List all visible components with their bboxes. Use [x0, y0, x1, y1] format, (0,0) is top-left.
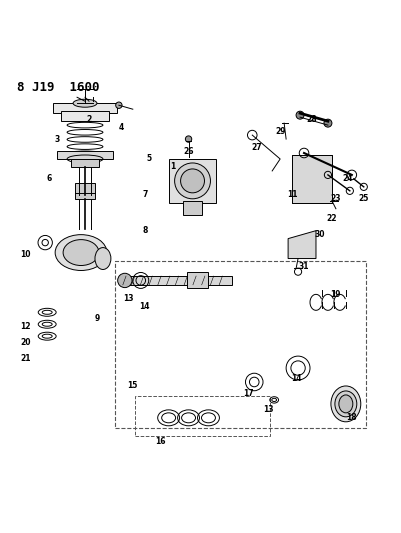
Text: 14: 14	[140, 302, 150, 311]
Text: 21: 21	[20, 353, 30, 362]
Bar	[292, 155, 332, 203]
Text: 15: 15	[128, 382, 138, 391]
Polygon shape	[288, 231, 316, 259]
Ellipse shape	[63, 240, 99, 265]
Ellipse shape	[73, 99, 97, 107]
Text: 16: 16	[156, 437, 166, 446]
Text: 18: 18	[346, 413, 357, 422]
Ellipse shape	[174, 163, 211, 199]
Text: 23: 23	[331, 195, 341, 203]
Ellipse shape	[335, 391, 357, 417]
Text: 7: 7	[142, 190, 148, 199]
Text: 19: 19	[331, 290, 341, 299]
Text: 9: 9	[94, 314, 99, 323]
Bar	[186, 272, 209, 288]
Circle shape	[117, 273, 132, 288]
Bar	[71, 159, 99, 167]
Text: 25: 25	[358, 195, 369, 203]
Text: 1: 1	[170, 163, 175, 172]
Bar	[169, 159, 217, 203]
Text: 14: 14	[291, 374, 301, 383]
Text: 17: 17	[243, 390, 253, 399]
Text: 22: 22	[327, 214, 337, 223]
Text: 5: 5	[146, 155, 151, 164]
Text: 4: 4	[118, 123, 124, 132]
Text: 8: 8	[142, 226, 148, 235]
Text: 12: 12	[20, 322, 30, 331]
Text: 28: 28	[307, 115, 317, 124]
Bar	[294, 159, 330, 199]
Text: 27: 27	[251, 142, 261, 151]
Text: 24: 24	[342, 174, 353, 183]
Bar	[115, 261, 366, 428]
Text: 30: 30	[315, 230, 325, 239]
Bar	[121, 276, 232, 285]
Text: 3: 3	[55, 134, 60, 143]
Bar	[57, 151, 113, 159]
Bar	[135, 396, 270, 436]
Circle shape	[115, 102, 122, 108]
Ellipse shape	[331, 386, 361, 422]
Bar	[182, 201, 203, 215]
Ellipse shape	[180, 169, 205, 193]
Ellipse shape	[339, 395, 353, 413]
Polygon shape	[292, 155, 332, 203]
Text: 31: 31	[299, 262, 309, 271]
Bar	[61, 111, 109, 121]
Text: 20: 20	[20, 338, 30, 346]
Bar	[75, 183, 95, 199]
Text: 10: 10	[20, 250, 30, 259]
Text: 29: 29	[275, 127, 286, 135]
Circle shape	[185, 136, 192, 142]
Ellipse shape	[95, 248, 111, 270]
Ellipse shape	[55, 235, 107, 270]
Text: 6: 6	[47, 174, 52, 183]
Text: 2: 2	[86, 115, 91, 124]
Text: 8 J19  1600: 8 J19 1600	[17, 82, 100, 94]
Circle shape	[324, 119, 332, 127]
Text: 13: 13	[124, 294, 134, 303]
Bar	[53, 103, 117, 113]
Circle shape	[296, 111, 304, 119]
Text: 13: 13	[263, 406, 273, 414]
Text: 11: 11	[287, 190, 297, 199]
Text: 26: 26	[183, 147, 194, 156]
